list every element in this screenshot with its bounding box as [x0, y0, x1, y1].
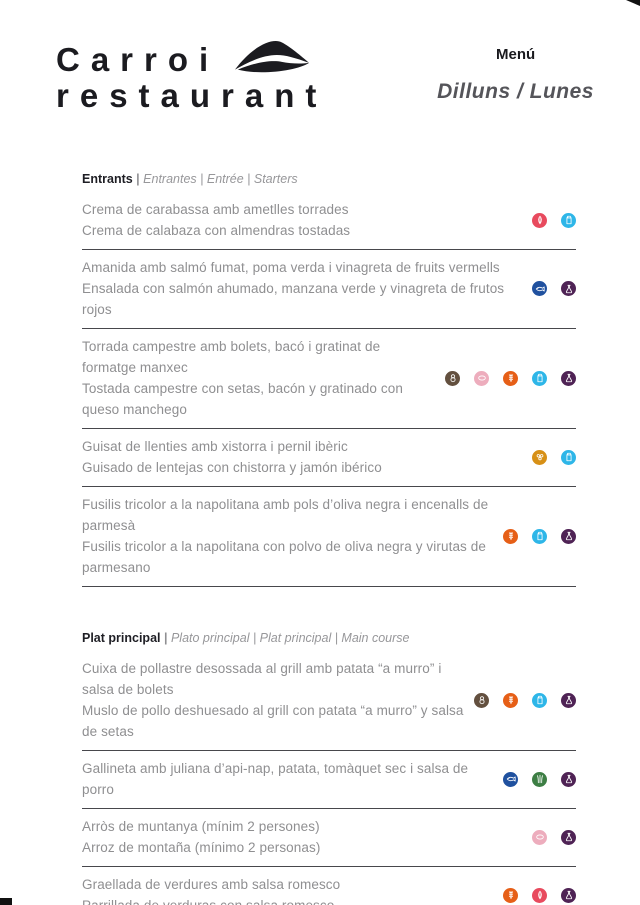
menu-section: Entrants | Entrantes | Entrée | Starters… [82, 172, 576, 588]
peanuts-allergen-icon [474, 692, 489, 708]
peanuts-allergen-icon [445, 370, 460, 386]
dish-row: Cuixa de pollastre desossada al grill am… [82, 651, 576, 752]
sulphites-allergen-icon [561, 528, 576, 544]
allergen-icons [532, 829, 576, 845]
allergen-icons [474, 692, 576, 708]
soy-allergen-icon [532, 449, 547, 465]
page-corner-mark-top [626, 0, 640, 6]
dish-description: Guisat de llenties amb xistorra i pernil… [82, 436, 382, 478]
dish-description: Amanida amb salmó fumat, poma verda i vi… [82, 257, 522, 320]
dish-row: Graellada de verdures amb salsa romesco P… [82, 867, 576, 905]
gluten-allergen-icon [503, 887, 518, 903]
mountain-icon [233, 36, 311, 76]
allergen-icons [503, 771, 576, 787]
dish-name-spanish: Crema de calabaza con almendras tostadas [82, 223, 351, 239]
milk-allergen-icon [532, 528, 547, 544]
menu-sections: Entrants | Entrantes | Entrée | Starters… [82, 172, 576, 905]
section-title: Entrants [82, 172, 133, 187]
section-title-translations: Plato principal | Plat principal | Main … [170, 631, 410, 646]
dish-row: Guisat de llenties amb xistorra i pernil… [82, 429, 576, 488]
section-heading: Entrants | Entrantes | Entrée | Starters [82, 172, 576, 186]
menu-titles: Menú Dilluns / Lunes [437, 36, 594, 104]
dish-name-spanish: Ensalada con salmón ahumado, manzana ver… [82, 281, 505, 318]
dish-name-spanish: Muslo de pollo deshuesado al grill con p… [82, 703, 464, 740]
lupin-allergen-icon [474, 370, 489, 386]
section-title-translations: Entrantes | Entrée | Starters [143, 172, 298, 187]
dish-description: Torrada campestre amb bolets, bacó i gra… [82, 336, 435, 420]
dish-description: Fusilis tricolor a la napolitana amb pol… [82, 494, 493, 578]
lupin-allergen-icon [532, 829, 547, 845]
sulphites-allergen-icon [561, 887, 576, 903]
dish-name-catalan: Amanida amb salmó fumat, poma verda i vi… [82, 260, 500, 276]
dish-row: Crema de carabassa amb ametlles torrades… [82, 192, 576, 251]
allergen-icons [503, 528, 576, 544]
dish-description: Cuixa de pollastre desossada al grill am… [82, 658, 464, 742]
day-label: Dilluns / Lunes [437, 80, 594, 103]
dish-row: Gallineta amb juliana d’api-nap, patata,… [82, 751, 576, 810]
section-heading: Plat principal | Plato principal | Plat … [82, 631, 576, 645]
dish-row: Torrada campestre amb bolets, bacó i gra… [82, 329, 576, 430]
dish-name-catalan: Crema de carabassa amb ametlles torrades [82, 202, 349, 218]
heading-separator: | [160, 631, 171, 646]
dish-name-catalan: Graellada de verdures amb salsa romesco [82, 877, 341, 893]
dish-name-catalan: Torrada campestre amb bolets, bacó i gra… [82, 339, 381, 376]
section-title: Plat principal [82, 631, 161, 646]
restaurant-logo: Carroi restaurant [56, 36, 327, 114]
gluten-allergen-icon [503, 370, 518, 386]
heading-separator: | [132, 172, 144, 187]
allergen-icons [532, 449, 576, 465]
milk-allergen-icon [561, 212, 576, 228]
allergen-icons [503, 887, 576, 903]
page-corner-mark-bottom [0, 898, 12, 905]
dish-name-catalan: Cuixa de pollastre desossada al grill am… [82, 661, 442, 698]
dish-row: Fusilis tricolor a la napolitana amb pol… [82, 487, 576, 588]
dish-description: Crema de carabassa amb ametlles torrades… [82, 199, 350, 241]
dish-description: Graellada de verdures amb salsa romesco P… [82, 874, 340, 905]
dish-row: Arròs de muntanya (mínim 2 persones) Arro… [82, 809, 576, 868]
gluten-allergen-icon [503, 692, 518, 708]
nuts-allergen-icon [532, 887, 547, 903]
dish-description: Arròs de muntanya (mínim 2 persones) Arro… [82, 816, 320, 858]
dish-name-catalan: Arròs de muntanya (mínim 2 persones) [82, 819, 320, 835]
sulphites-allergen-icon [561, 281, 576, 297]
dish-name-catalan: Gallineta amb juliana d’api-nap, patata,… [82, 761, 469, 798]
dish-name-catalan: Guisat de llenties amb xistorra i pernil… [82, 439, 348, 455]
dish-name-spanish: Parrillada de verduras con salsa romesco [82, 895, 340, 905]
logo-text-line1: Carroi [56, 40, 220, 78]
sulphites-allergen-icon [561, 692, 576, 708]
fish-allergen-icon [532, 281, 547, 297]
dish-name-catalan: Fusilis tricolor a la napolitana amb pol… [82, 497, 489, 534]
milk-allergen-icon [532, 370, 547, 386]
sulphites-allergen-icon [561, 771, 576, 787]
dish-name-spanish: Guisado de lentejas con chistorra y jamó… [82, 460, 382, 476]
dish-name-spanish: Tostada campestre con setas, bacón y gra… [82, 381, 403, 418]
dish-name-spanish: Fusilis tricolor a la napolitana con pol… [82, 539, 486, 576]
allergen-icons [445, 370, 576, 386]
logo-text-line2: restaurant [56, 77, 328, 114]
milk-allergen-icon [532, 692, 547, 708]
celery-allergen-icon [532, 771, 547, 787]
allergen-icons [532, 281, 576, 297]
header: Carroi restaurant Menú Dilluns / Lunes [0, 0, 640, 114]
fish-allergen-icon [503, 771, 518, 787]
dish-description: Gallineta amb juliana d’api-nap, patata,… [82, 758, 493, 800]
dish-name-spanish: Arroz de montaña (mínimo 2 personas) [82, 840, 321, 856]
sulphites-allergen-icon [561, 370, 576, 386]
dish-row: Amanida amb salmó fumat, poma verda i vi… [82, 250, 576, 330]
sulphites-allergen-icon [561, 829, 576, 845]
milk-allergen-icon [561, 449, 576, 465]
gluten-allergen-icon [503, 528, 518, 544]
nuts-allergen-icon [532, 212, 547, 228]
menu-section: Plat principal | Plato principal | Plat … [82, 631, 576, 905]
allergen-icons [532, 212, 576, 228]
menu-label: Menú [495, 46, 536, 63]
